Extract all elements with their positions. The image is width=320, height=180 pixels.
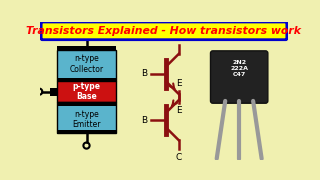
Text: E: E (176, 106, 181, 115)
Text: E: E (176, 79, 181, 88)
Text: B: B (142, 69, 148, 78)
Circle shape (36, 89, 42, 95)
Text: Transistors Explained - How transistors work: Transistors Explained - How transistors … (27, 26, 301, 36)
Bar (57, 130, 116, 134)
Bar (50, 88, 57, 96)
Bar (57, 102, 116, 133)
Bar (57, 46, 116, 50)
Text: C: C (176, 33, 182, 42)
Circle shape (84, 32, 90, 39)
Text: p-type
Base: p-type Base (73, 82, 100, 101)
FancyBboxPatch shape (211, 51, 268, 103)
Text: n-type
Collector: n-type Collector (69, 54, 104, 74)
Text: B: B (142, 116, 148, 125)
Bar (57, 102, 116, 105)
Circle shape (84, 143, 90, 149)
Text: n-type
Emitter: n-type Emitter (72, 110, 101, 129)
Text: C: C (176, 152, 182, 161)
Text: 2N2
222A
C47: 2N2 222A C47 (230, 60, 248, 77)
FancyBboxPatch shape (41, 22, 287, 40)
Bar (57, 78, 116, 81)
Bar (57, 50, 116, 81)
Bar (57, 81, 116, 102)
